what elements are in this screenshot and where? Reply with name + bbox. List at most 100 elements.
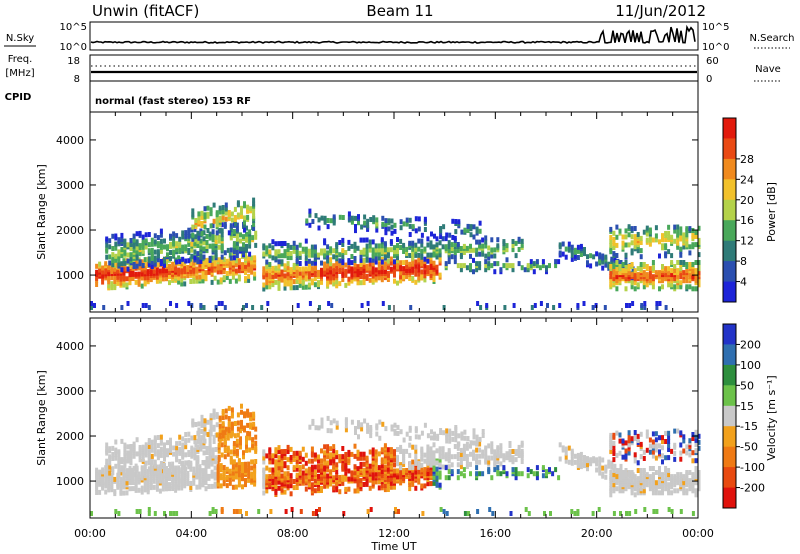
- heatmap-cell: [152, 478, 156, 484]
- heatmap-cell: [612, 482, 616, 488]
- heatmap-cell: [329, 428, 333, 434]
- heatmap-cell: [514, 457, 518, 463]
- heatmap-cell: [323, 248, 327, 254]
- heatmap-cell: [636, 266, 640, 272]
- heatmap-cell: [676, 268, 680, 274]
- heatmap-cell: [679, 450, 683, 456]
- heatmap-cell: [532, 471, 536, 477]
- heatmap-cell: [389, 480, 393, 486]
- heatmap-cell: [156, 257, 160, 263]
- heatmap-cell: [326, 428, 330, 434]
- station-title: Unwin (fitACF): [92, 2, 199, 20]
- heatmap-cell: [359, 249, 363, 255]
- heatmap-cell: [329, 452, 333, 458]
- heatmap-cell: [341, 462, 345, 468]
- heatmap-cell: [277, 259, 281, 265]
- heatmap-cell: [414, 452, 418, 458]
- heatmap-cell: [252, 411, 256, 417]
- heatmap-cell: [374, 247, 378, 253]
- heatmap-cell: [138, 251, 142, 257]
- heatmap-cell: [371, 277, 375, 283]
- heatmap-cell: [369, 217, 373, 222]
- heatmap-cell: [652, 509, 656, 514]
- heatmap-cell: [156, 467, 160, 473]
- heatmap-cell: [177, 481, 181, 487]
- y-tick-label: 4000: [56, 340, 84, 353]
- heatmap-cell: [310, 260, 314, 266]
- x-tick-labels: 00:00 04:00 08:00 12:00 16:00 20:00 00:00: [74, 527, 714, 540]
- heatmap-cell: [465, 462, 469, 467]
- heatmap-cell: [371, 451, 375, 457]
- heatmap-cell: [231, 470, 235, 476]
- heatmap-cell: [215, 422, 219, 428]
- heatmap-cell: [141, 303, 145, 308]
- heatmap-cell: [374, 453, 378, 459]
- heatmap-cell: [344, 486, 348, 492]
- heatmap-cell: [374, 267, 378, 273]
- heatmap-cell: [248, 431, 252, 437]
- heatmap-cell: [304, 254, 308, 260]
- heatmap-cell: [268, 272, 272, 278]
- heatmap-cell: [131, 486, 135, 492]
- heatmap-cell: [688, 244, 692, 250]
- heatmap-cell: [247, 461, 251, 467]
- heatmap-cell: [132, 262, 136, 267]
- heatmap-cell: [335, 469, 339, 474]
- heatmap-cell: [195, 266, 199, 272]
- heatmap-cell: [520, 448, 524, 454]
- heatmap-cell: [420, 248, 424, 254]
- heatmap-cell: [499, 461, 503, 467]
- heatmap-cell: [110, 285, 114, 291]
- heatmap-cell: [280, 269, 284, 275]
- heatmap-cell: [144, 450, 148, 456]
- heatmap-cell: [223, 221, 227, 227]
- heatmap-cell: [453, 454, 457, 460]
- heatmap-cell: [246, 214, 250, 220]
- heatmap-cell: [654, 270, 658, 276]
- heatmap-cell: [156, 249, 160, 255]
- heatmap-cell: [642, 270, 646, 276]
- heatmap-cell: [682, 434, 686, 440]
- heatmap-cell: [143, 261, 147, 267]
- heatmap-cell: [234, 484, 238, 490]
- heatmap-cell: [193, 439, 197, 445]
- heatmap-cell: [159, 238, 163, 244]
- heatmap-cell: [186, 273, 190, 279]
- heatmap-cell: [472, 428, 476, 434]
- heatmap-cell: [138, 445, 142, 450]
- heatmap-cell: [159, 446, 163, 452]
- heatmap-cell: [236, 412, 240, 418]
- heatmap-cell: [201, 480, 205, 486]
- heatmap-cell: [108, 254, 112, 260]
- heatmap-cell: [426, 242, 430, 248]
- heatmap-cell: [125, 490, 129, 496]
- heatmap-cell: [289, 446, 293, 452]
- heatmap-cell: [621, 454, 625, 460]
- heatmap-cell: [114, 245, 118, 251]
- heatmap-cell: [244, 465, 247, 471]
- heatmap-cell: [310, 450, 314, 456]
- heatmap-cell: [570, 509, 574, 514]
- heatmap-cell: [466, 223, 470, 229]
- heatmap-cell: [654, 470, 658, 475]
- heatmap-cell: [685, 226, 689, 232]
- heatmap-cell: [166, 448, 169, 454]
- heatmap-cell: [359, 280, 363, 286]
- heatmap-cell: [694, 260, 698, 265]
- heatmap-cell: [462, 467, 466, 473]
- heatmap-cell: [478, 220, 482, 226]
- heatmap-cell: [326, 460, 330, 466]
- heatmap-cell: [320, 279, 323, 285]
- heatmap-cell: [365, 251, 369, 257]
- heatmap-cell: [447, 464, 451, 470]
- heatmap-cell: [676, 232, 680, 238]
- heatmap-cell: [459, 464, 463, 470]
- heatmap-cell: [210, 469, 214, 475]
- heatmap-cell: [496, 261, 500, 267]
- heatmap-cell: [463, 429, 467, 435]
- heatmap-cell: [245, 443, 248, 449]
- heatmap-cell: [658, 435, 661, 441]
- heatmap-cell: [177, 267, 181, 273]
- heatmap-cell: [243, 227, 246, 233]
